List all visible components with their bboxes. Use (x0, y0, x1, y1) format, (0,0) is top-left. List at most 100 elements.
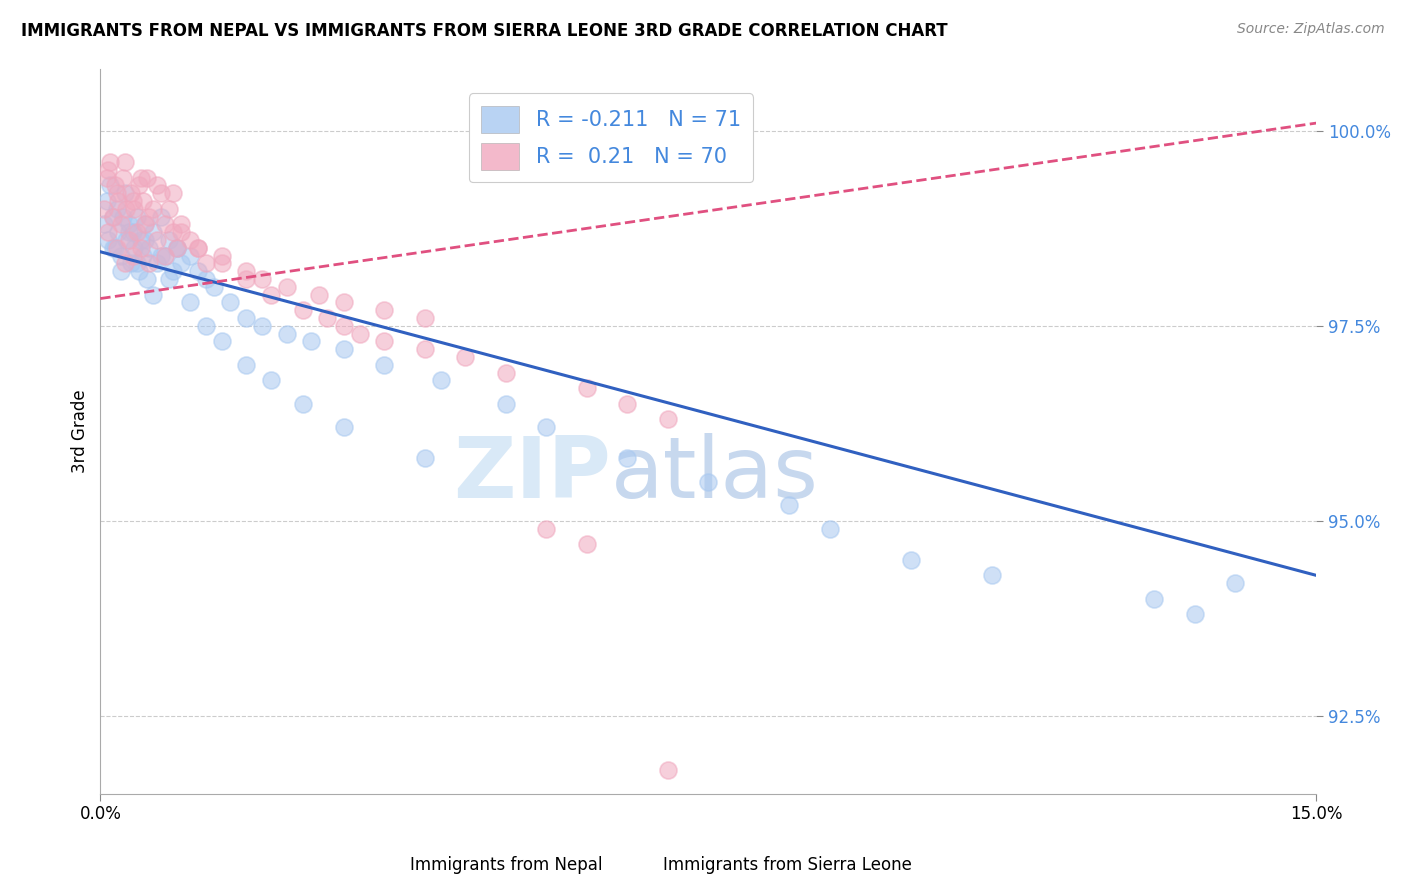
Point (150, 249, 173, 263)
Point (107, 194, 129, 208)
Point (101, 241, 124, 255)
Point (332, 343, 354, 357)
Point (110, 249, 132, 263)
Point (146, 233, 169, 247)
Text: ZIP: ZIP (453, 434, 612, 516)
Point (276, 326, 298, 341)
Point (107, 225, 129, 239)
Point (900, 553, 922, 567)
Point (120, 186, 142, 201)
Point (138, 241, 160, 255)
Point (170, 256, 193, 270)
Point (138, 210, 160, 224)
Point (131, 249, 153, 263)
Point (534, 420, 557, 434)
Text: Immigrants from Sierra Leone: Immigrants from Sierra Leone (662, 855, 912, 873)
Point (235, 358, 257, 372)
Point (166, 241, 188, 255)
Point (128, 178, 150, 193)
Point (112, 170, 135, 185)
Point (110, 218, 132, 232)
Point (131, 194, 153, 208)
Point (616, 451, 638, 466)
Point (153, 249, 176, 263)
Point (187, 241, 209, 255)
Point (1184, 607, 1206, 622)
Point (104, 241, 127, 255)
Point (575, 381, 598, 395)
Point (124, 202, 146, 216)
Point (153, 218, 176, 232)
Point (134, 218, 156, 232)
Point (105, 186, 128, 201)
Point (495, 366, 517, 380)
Point (291, 303, 314, 318)
Point (194, 318, 217, 333)
Point (166, 241, 188, 255)
Point (187, 264, 209, 278)
Text: atlas: atlas (612, 434, 820, 516)
Point (98, 155, 121, 169)
Point (162, 186, 184, 201)
Point (125, 210, 148, 224)
Point (373, 334, 395, 349)
Text: Immigrants from Nepal: Immigrants from Nepal (411, 855, 602, 873)
Point (114, 186, 136, 201)
Point (373, 303, 395, 318)
Point (413, 343, 436, 357)
Point (142, 202, 165, 216)
Point (575, 537, 598, 551)
Point (332, 318, 354, 333)
Point (430, 373, 453, 387)
Point (105, 202, 128, 216)
Point (235, 311, 257, 326)
Point (413, 311, 436, 326)
Point (121, 249, 143, 263)
Point (211, 249, 233, 263)
Point (138, 256, 160, 270)
Point (413, 451, 436, 466)
Point (124, 241, 146, 255)
Point (150, 186, 173, 201)
Point (616, 397, 638, 411)
Point (1143, 591, 1166, 606)
Point (166, 241, 188, 255)
Point (187, 241, 209, 255)
Point (121, 194, 143, 208)
Point (194, 272, 217, 286)
Point (134, 233, 156, 247)
Point (129, 241, 152, 255)
Point (259, 287, 281, 301)
Point (179, 295, 201, 310)
Point (97, 162, 120, 177)
Point (136, 272, 159, 286)
Point (1223, 576, 1246, 591)
Point (299, 334, 322, 349)
Point (332, 420, 354, 434)
Point (818, 522, 841, 536)
Point (96, 194, 118, 208)
Point (778, 498, 800, 512)
Text: Source: ZipAtlas.com: Source: ZipAtlas.com (1237, 22, 1385, 37)
Point (114, 256, 136, 270)
Point (349, 326, 371, 341)
Point (118, 218, 141, 232)
Point (129, 233, 152, 247)
Point (235, 272, 257, 286)
Point (115, 233, 138, 247)
Point (332, 295, 354, 310)
Point (97, 233, 120, 247)
Point (194, 256, 217, 270)
Point (179, 233, 201, 247)
Point (128, 264, 150, 278)
Point (252, 318, 274, 333)
Legend: R = -0.211   N = 71, R =  0.21   N = 70: R = -0.211 N = 71, R = 0.21 N = 70 (468, 94, 754, 182)
Point (179, 249, 201, 263)
Point (101, 210, 124, 224)
Point (308, 287, 330, 301)
Point (259, 373, 281, 387)
Point (129, 170, 152, 185)
Point (114, 155, 136, 169)
Point (202, 280, 225, 294)
Point (110, 264, 132, 278)
